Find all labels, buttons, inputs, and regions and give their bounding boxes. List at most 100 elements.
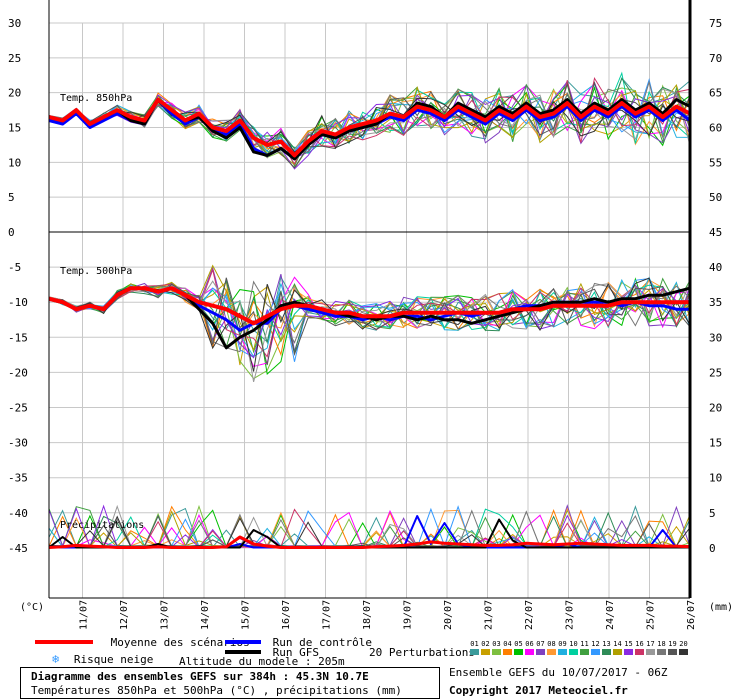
perturbation-swatch: 06 bbox=[524, 640, 535, 655]
perturbation-code: 15 bbox=[624, 640, 633, 648]
perturbation-line bbox=[48, 266, 691, 352]
y-tick-right: 45 bbox=[709, 226, 722, 239]
y-tick-left: 15 bbox=[8, 122, 21, 135]
perturbation-swatch: 04 bbox=[502, 640, 513, 655]
y-tick-right: 30 bbox=[709, 331, 722, 344]
perturbation-swatch: 11 bbox=[579, 640, 590, 655]
perturbation-swatch: 17 bbox=[645, 640, 656, 655]
date-label: 23/07 bbox=[565, 600, 576, 630]
perturbation-code: 12 bbox=[591, 640, 600, 648]
y-tick-left: -45 bbox=[8, 542, 28, 555]
perturbation-code: 19 bbox=[668, 640, 677, 648]
t500-mean-line bbox=[48, 286, 690, 326]
snowflake-icon: ❄ bbox=[52, 652, 60, 666]
date-label: 12/07 bbox=[119, 600, 130, 630]
footer-box: Diagramme des ensembles GEFS sur 384h : … bbox=[20, 667, 440, 699]
date-label: 13/07 bbox=[160, 600, 171, 630]
perturbation-color bbox=[470, 649, 479, 655]
y-tick-right: 5 bbox=[709, 507, 716, 520]
perturbation-code: 06 bbox=[525, 640, 534, 648]
y-tick-right: 20 bbox=[709, 402, 722, 415]
y-tick-right: 75 bbox=[709, 17, 722, 30]
legend-gfs: Run GFS bbox=[225, 641, 319, 660]
perturbation-swatch: 02 bbox=[480, 640, 491, 655]
footer-subtitle: Températures 850hPa et 500hPa (°C) , pré… bbox=[31, 684, 402, 697]
perturbation-line bbox=[48, 278, 691, 353]
date-label: 26/07 bbox=[686, 600, 697, 630]
perturbation-color bbox=[679, 649, 688, 655]
t500-panel-label: Temp. 500hPa bbox=[60, 266, 132, 277]
t850-mean-line bbox=[48, 97, 691, 158]
y-tick-left: 20 bbox=[8, 87, 21, 100]
y-tick-left: 25 bbox=[8, 52, 21, 65]
y-tick-left: -5 bbox=[8, 261, 21, 274]
perturbation-swatch: 16 bbox=[634, 640, 645, 655]
legend-mean-swatch bbox=[35, 639, 93, 644]
perturbation-color bbox=[558, 649, 567, 655]
perturbation-swatches: 01 02 03 04 05 06 07 08 09 10 11 12 13 14 15 16 17 18 19 20 bbox=[469, 640, 689, 659]
date-label: 11/07 bbox=[79, 600, 90, 630]
y-tick-left: -15 bbox=[8, 331, 28, 344]
perturbation-code: 08 bbox=[547, 640, 556, 648]
legend-control-swatch bbox=[225, 639, 261, 644]
date-label: 18/07 bbox=[362, 600, 373, 630]
date-label: 22/07 bbox=[524, 600, 535, 630]
perturbation-code: 04 bbox=[503, 640, 512, 648]
perturbation-swatch: 18 bbox=[656, 640, 667, 655]
perturbation-swatch: 07 bbox=[535, 640, 546, 655]
perturbation-color bbox=[481, 649, 490, 655]
y-tick-left: -20 bbox=[8, 366, 28, 379]
y-tick-left: 10 bbox=[8, 156, 21, 169]
legend-mean-label: Moyenne des scénarios bbox=[110, 636, 250, 649]
perturbation-code: 03 bbox=[492, 640, 501, 648]
perturbation-code: 01 bbox=[470, 640, 479, 648]
perturbation-line bbox=[48, 280, 691, 383]
perturbation-line bbox=[48, 264, 691, 352]
perturbation-color bbox=[492, 649, 501, 655]
y-tick-right: 0 bbox=[709, 542, 716, 555]
perturbation-code: 10 bbox=[569, 640, 578, 648]
altitude-label: Altitude du modele : 205m bbox=[179, 655, 345, 668]
y-tick-right: 55 bbox=[709, 156, 722, 169]
perturbation-swatch: 10 bbox=[568, 640, 579, 655]
perturbation-series bbox=[48, 71, 691, 549]
perturbation-code: 17 bbox=[646, 640, 655, 648]
perturbation-color bbox=[591, 649, 600, 655]
date-label: 25/07 bbox=[646, 600, 657, 630]
date-label: 19/07 bbox=[403, 600, 414, 630]
legend-control: Run de contrôle bbox=[225, 631, 372, 650]
perturbation-line bbox=[48, 277, 691, 366]
perturbation-color bbox=[602, 649, 611, 655]
perturbation-swatch: 09 bbox=[557, 640, 568, 655]
perturbation-swatch: 19 bbox=[667, 640, 678, 655]
perturbation-color bbox=[503, 649, 512, 655]
perturbation-color bbox=[657, 649, 666, 655]
perturbation-code: 18 bbox=[657, 640, 666, 648]
y-tick-right: 35 bbox=[709, 296, 722, 309]
legend-mean: Moyenne des scénarios bbox=[35, 631, 250, 650]
y-tick-right: 40 bbox=[709, 261, 722, 274]
perturbation-code: 16 bbox=[635, 640, 644, 648]
legend-gfs-label: Run GFS bbox=[272, 646, 319, 659]
perturbation-color bbox=[668, 649, 677, 655]
perturbation-swatch: 13 bbox=[601, 640, 612, 655]
y-tick-left: -35 bbox=[8, 472, 28, 485]
perturbation-swatch: 05 bbox=[513, 640, 524, 655]
ensemble-run-label: Ensemble GEFS du 10/07/2017 - 06Z bbox=[449, 666, 668, 679]
perturbation-color bbox=[613, 649, 622, 655]
perturbation-color bbox=[536, 649, 545, 655]
perturbation-color bbox=[624, 649, 633, 655]
perturbation-code: 09 bbox=[558, 640, 567, 648]
y-tick-left: -10 bbox=[8, 296, 28, 309]
perturbation-color bbox=[580, 649, 589, 655]
perturbation-code: 02 bbox=[481, 640, 490, 648]
y-tick-left: 0 bbox=[8, 226, 15, 239]
perturbation-color bbox=[547, 649, 556, 655]
perturbation-swatch: 01 bbox=[469, 640, 480, 655]
unit-right: (mm) bbox=[709, 602, 733, 613]
y-tick-left: -40 bbox=[8, 507, 28, 520]
date-label: 15/07 bbox=[241, 600, 252, 630]
date-label: 14/07 bbox=[200, 600, 211, 630]
legend-snow: ❄ Risque neige bbox=[52, 652, 153, 666]
